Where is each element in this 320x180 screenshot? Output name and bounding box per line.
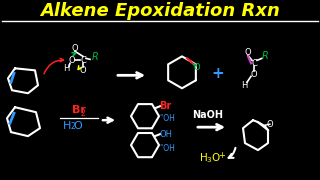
Text: C: C	[80, 56, 86, 65]
Text: H: H	[241, 81, 247, 90]
Text: R: R	[262, 51, 268, 61]
Text: O: O	[245, 48, 251, 57]
Text: O: O	[194, 63, 200, 72]
Text: R: R	[92, 52, 98, 62]
Text: 2: 2	[71, 122, 76, 131]
Text: O: O	[72, 44, 78, 53]
Text: Alkene Epoxidation Rxn: Alkene Epoxidation Rxn	[40, 3, 280, 21]
Text: C: C	[251, 59, 257, 68]
Text: H: H	[63, 121, 71, 131]
Text: H: H	[63, 64, 69, 73]
Text: O: O	[74, 121, 82, 131]
Text: H$_3$O: H$_3$O	[199, 151, 221, 165]
Text: OH: OH	[159, 130, 172, 139]
Text: O: O	[251, 70, 257, 79]
Text: NaOH: NaOH	[193, 110, 223, 120]
Text: ''OH: ''OH	[159, 114, 175, 123]
Text: O: O	[267, 120, 273, 129]
Text: 2: 2	[81, 109, 85, 118]
Text: +: +	[219, 151, 225, 160]
Text: O: O	[69, 56, 75, 65]
Text: +: +	[212, 66, 224, 81]
Text: Br: Br	[72, 105, 86, 115]
Text: ''OH: ''OH	[159, 144, 175, 153]
Text: O: O	[80, 66, 86, 75]
Text: Br: Br	[159, 101, 171, 111]
